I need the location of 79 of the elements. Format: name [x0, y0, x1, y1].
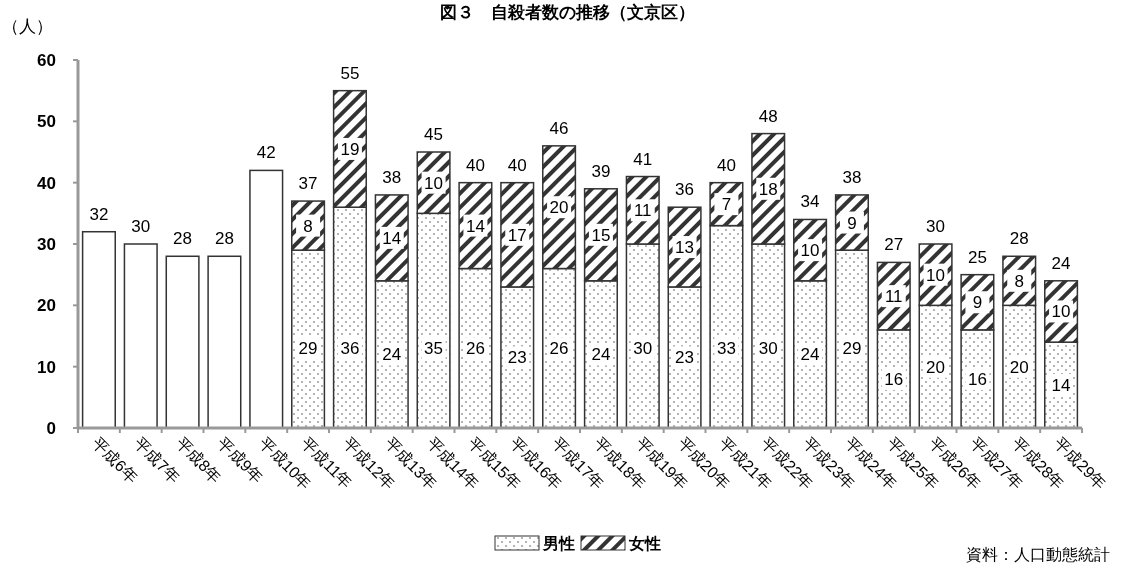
total-label: 34	[800, 192, 820, 212]
y-axis-title: （人）	[2, 17, 53, 36]
data-label: 16	[967, 369, 987, 389]
chart-title: 図３ 自殺者数の推移（文京区）	[439, 3, 695, 22]
data-label: 29	[298, 339, 318, 358]
bar	[123, 243, 158, 429]
data-label: 30	[131, 217, 151, 236]
data-label: 8	[1014, 271, 1024, 291]
data-label: 10	[424, 173, 444, 193]
data-label: 24	[800, 345, 820, 365]
legend-label: 女性	[628, 535, 661, 552]
data-label: 24	[382, 345, 402, 365]
data-label: 18	[758, 179, 778, 199]
total-label: 30	[926, 217, 946, 236]
data-label: 14	[382, 228, 402, 248]
data-label: 29	[842, 339, 862, 358]
bar	[81, 230, 116, 429]
total-label: 38	[842, 167, 862, 187]
y-tick-label: 20	[37, 296, 56, 316]
data-label: 42	[256, 143, 276, 163]
data-label: 9	[972, 293, 983, 313]
data-label: 20	[926, 357, 946, 377]
text: 資料：人口動態統計	[966, 546, 1110, 563]
data-label: 7	[721, 195, 732, 215]
total-label: 48	[758, 106, 778, 126]
total-label: 40	[716, 155, 736, 175]
data-label: 11	[884, 287, 903, 307]
y-tick-label: 50	[37, 112, 56, 132]
total-label: 25	[967, 247, 987, 267]
data-label: 10	[800, 241, 820, 261]
data-label: 14	[465, 216, 485, 236]
bar	[165, 255, 200, 429]
data-label: 33	[716, 339, 736, 358]
data-label: 8	[303, 216, 313, 236]
data-label: 28	[214, 229, 234, 249]
data-label: 30	[633, 339, 653, 358]
legend-label: 男性	[542, 535, 575, 552]
total-label: 27	[884, 235, 904, 255]
y-tick-label: 10	[37, 357, 56, 377]
data-label: 15	[591, 225, 611, 245]
data-label: 26	[465, 339, 485, 359]
data-label: 17	[507, 225, 527, 245]
bar	[249, 169, 284, 429]
y-tick-label: 60	[37, 51, 56, 70]
total-label: 40	[507, 155, 527, 175]
data-label: 20	[549, 198, 569, 218]
data-label: 11	[633, 201, 652, 221]
data-label: 26	[549, 339, 569, 359]
data-label: 32	[89, 204, 109, 224]
data-label: 24	[591, 345, 611, 365]
total-label: 39	[591, 161, 611, 181]
total-label: 46	[549, 118, 569, 138]
y-tick-label: 0	[46, 419, 56, 438]
total-label: 41	[633, 149, 653, 169]
data-label: 9	[847, 213, 857, 233]
data-label: 20	[1009, 357, 1029, 377]
data-label: 19	[340, 139, 360, 159]
data-label: 10	[926, 265, 946, 285]
data-label: 10	[1051, 302, 1071, 322]
total-label: 24	[1051, 253, 1071, 273]
total-label: 45	[424, 125, 444, 144]
data-label: 23	[675, 348, 695, 368]
total-label: 37	[298, 174, 318, 194]
data-label: 13	[675, 238, 695, 258]
data-label: 28	[173, 229, 193, 249]
data-label: 16	[884, 369, 904, 389]
data-label: 14	[1051, 376, 1071, 396]
data-label: 23	[507, 348, 527, 368]
total-label: 28	[1009, 229, 1029, 249]
data-label: 30	[758, 339, 778, 358]
y-tick-label: 40	[37, 173, 56, 193]
total-label: 40	[465, 155, 485, 175]
bar	[207, 255, 242, 429]
data-label: 36	[340, 339, 360, 358]
y-tick-label: 30	[37, 235, 56, 254]
total-label: 36	[675, 180, 695, 200]
total-label: 38	[382, 167, 402, 187]
data-label: 35	[424, 339, 444, 358]
total-label: 55	[340, 63, 360, 83]
